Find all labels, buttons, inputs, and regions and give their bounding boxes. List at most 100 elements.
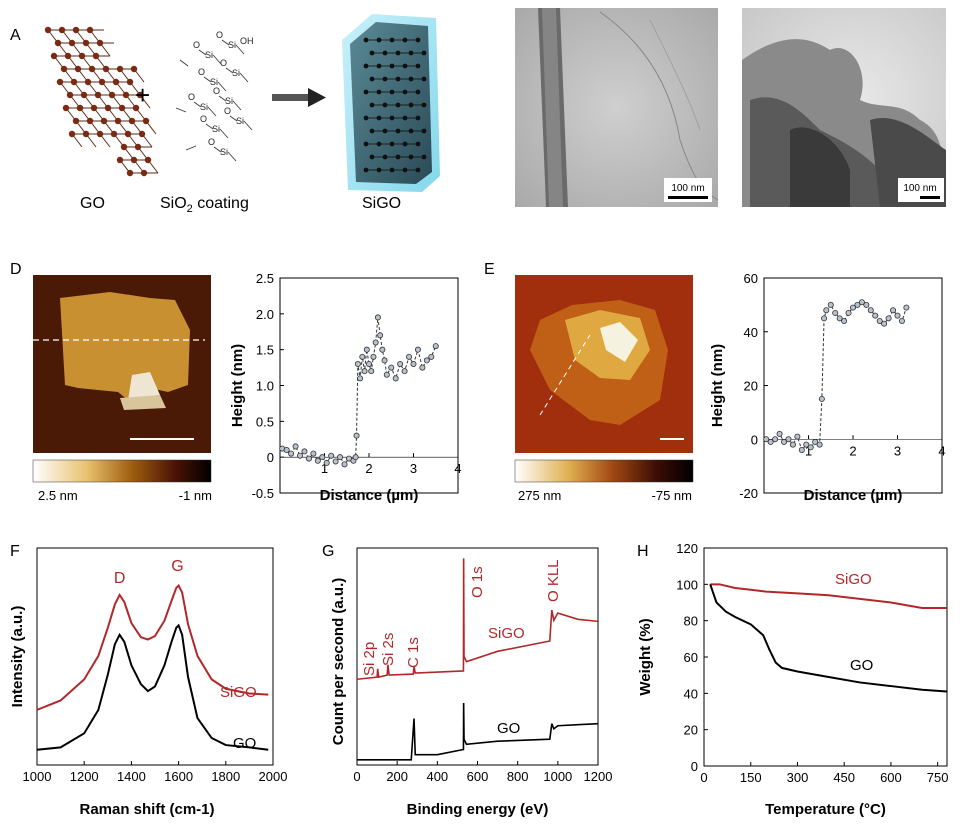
o-atom-label: O <box>220 58 227 68</box>
profile-point <box>283 446 290 453</box>
si-o-bond <box>218 95 227 102</box>
y-tick-label: 60 <box>684 650 698 665</box>
go-atom <box>74 65 82 73</box>
x-axis-label: Binding energy (eV) <box>407 801 549 818</box>
x-tick-label: 750 <box>927 770 949 785</box>
profile-point <box>863 301 870 308</box>
si-o-bond <box>213 146 222 153</box>
go-atom <box>66 91 74 99</box>
si-o-bond <box>225 67 234 74</box>
profile-line <box>282 317 437 466</box>
x-tick-label: 450 <box>833 770 855 785</box>
afm-d-colorbar-max: -1 nm <box>179 488 212 503</box>
panel-letter-g: G <box>322 543 334 560</box>
y-axis-label: Intensity (a.u.) <box>9 606 26 708</box>
go-atom <box>142 117 150 125</box>
tem-image-b: 100 nm <box>515 8 719 207</box>
profile-point <box>377 332 384 339</box>
x-tick-label: 1400 <box>117 769 146 784</box>
si-o-bond <box>203 76 212 83</box>
x-tick-label: 3 <box>410 461 417 476</box>
chart-h-tga: 0 150 300 450 600 750 0 20 40 60 80 100 120 SiGO GO Tem… <box>637 541 949 818</box>
tem-image-c: 100 nm <box>742 8 946 207</box>
go-atom <box>72 117 80 125</box>
o-atom-label: O <box>200 114 207 124</box>
arrow-icon <box>272 88 326 107</box>
profile-point <box>353 432 360 439</box>
profile-point <box>368 368 375 375</box>
profile-point <box>292 443 299 450</box>
plot-frame <box>36 547 274 766</box>
profile-point <box>816 441 823 448</box>
si-o-bond <box>239 72 249 83</box>
x-tick-label: 1200 <box>70 769 99 784</box>
y-axis-label: Weight (%) <box>637 618 654 695</box>
go-atom <box>68 130 76 138</box>
peak-label-okll: O KLL <box>545 559 562 602</box>
go-atom <box>94 91 102 99</box>
profile-point <box>352 454 359 461</box>
peak-label-c1s: C 1s <box>405 637 422 668</box>
panel-letter-h: H <box>637 543 649 560</box>
x-axis-label: Raman shift (cm-1) <box>79 801 214 818</box>
x-tick-label: 1800 <box>211 769 240 784</box>
go-atom <box>122 91 130 99</box>
x-axis-label: Distance (µm) <box>320 487 419 504</box>
profile-point <box>359 353 366 360</box>
legend-go: GO <box>497 720 520 737</box>
profile-point <box>850 304 857 311</box>
y-tick-label: 0.5 <box>256 414 274 429</box>
panel-letter-f: F <box>10 543 20 560</box>
tem-b-scale-label: 100 nm <box>671 183 704 194</box>
go-atom <box>58 26 66 34</box>
panel-letter-a: A <box>10 27 21 44</box>
si-atom-label: Si <box>225 96 233 106</box>
sigo-atom <box>421 128 427 134</box>
go-atom <box>76 104 84 112</box>
go-atom <box>70 78 78 86</box>
afm-d-colorbar-min: 2.5 nm <box>38 488 78 503</box>
profile-point <box>341 461 348 468</box>
x-tick-label: 1000 <box>543 769 572 784</box>
si-atom-label: Si <box>228 40 236 50</box>
go-atom <box>114 117 122 125</box>
y-tick-label: 40 <box>744 325 758 340</box>
si-o-bond <box>217 81 227 92</box>
profile-point <box>301 448 308 455</box>
oh-group-label: OH <box>240 36 254 46</box>
profile-point <box>381 357 388 364</box>
profile-point <box>812 438 819 445</box>
profile-point <box>798 446 805 453</box>
profile-point <box>305 455 312 462</box>
si-atom-label: Si <box>200 102 208 112</box>
go-tga-line <box>709 584 948 693</box>
x-tick-label: 600 <box>880 770 902 785</box>
sigo-raman-line <box>36 583 269 711</box>
x-tick-label: 2000 <box>259 769 288 784</box>
x-tick-label: 200 <box>386 769 408 784</box>
profile-point <box>370 353 377 360</box>
go-atom <box>92 52 100 60</box>
profile-point <box>365 360 372 367</box>
go-atom <box>126 78 134 86</box>
profile-point <box>432 343 439 350</box>
go-raman-line <box>36 623 269 751</box>
profile-point <box>898 317 905 324</box>
si-atom-label: Si <box>220 147 228 157</box>
x-tick-label: 0 <box>700 770 707 785</box>
x-tick-label: 3 <box>894 443 901 458</box>
profile-point <box>785 436 792 443</box>
profile-point <box>419 364 426 371</box>
profile-point <box>872 312 879 319</box>
profile-point <box>894 312 901 319</box>
go-atom <box>144 156 152 164</box>
profile-point <box>818 395 825 402</box>
profile-point <box>836 315 843 322</box>
profile-point <box>310 450 317 457</box>
afm-image-e <box>515 275 693 453</box>
y-axis-label: Height (nm) <box>709 344 726 427</box>
go-atom <box>44 26 52 34</box>
si-atom-label: Si <box>205 50 213 60</box>
go-atom <box>60 65 68 73</box>
